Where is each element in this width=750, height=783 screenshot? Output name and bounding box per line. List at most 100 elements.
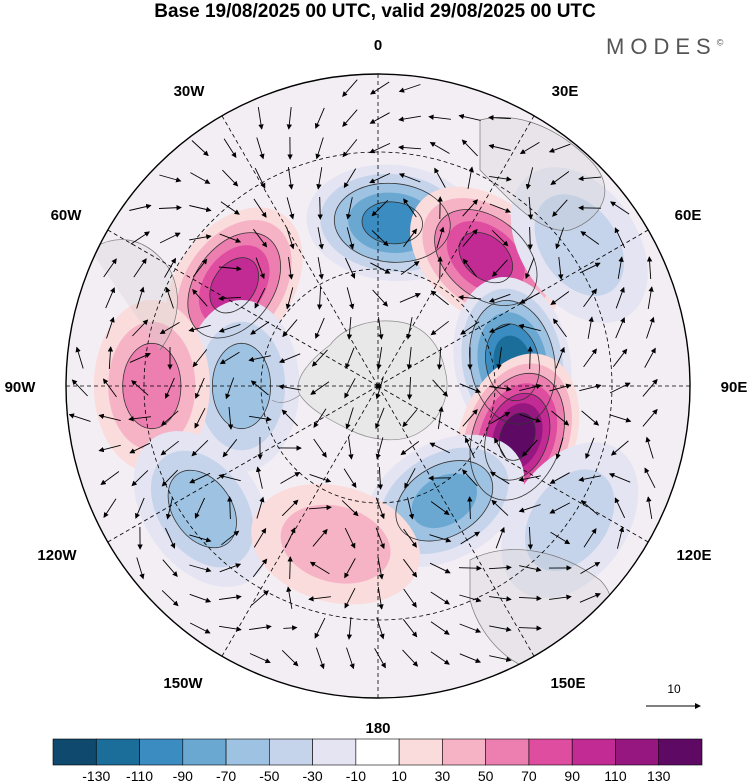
wind-vector-arrow — [313, 438, 327, 458]
wind-vector-arrow — [398, 173, 421, 183]
parallel-line — [143, 151, 613, 621]
colorbar-tick-label: 130 — [647, 768, 671, 783]
wind-vector-arrow — [527, 526, 534, 550]
wind-vector-arrow — [377, 557, 384, 580]
wind-vector-arrow — [288, 257, 294, 280]
wind-vector-arrow — [162, 559, 178, 577]
label-lon-180: 180 — [365, 720, 390, 737]
wind-vector-arrow — [219, 233, 242, 243]
wind-vector-arrow — [527, 196, 534, 220]
wind-vector-arrow — [461, 139, 478, 157]
wind-vector-arrow — [219, 563, 242, 573]
wind-vector-arrow — [100, 471, 120, 486]
wind-vector-arrow — [135, 497, 145, 519]
wind-vector-arrow — [313, 408, 327, 428]
wind-vector-arrow — [253, 228, 268, 248]
wind-vector-arrow — [403, 558, 418, 578]
wind-vector-arrow — [222, 439, 238, 458]
wind-vector-arrow — [644, 347, 656, 368]
wind-vector-arrow — [609, 414, 632, 423]
wind-vector-arrow — [250, 380, 269, 396]
contour-line — [498, 412, 536, 461]
wind-vector-arrow — [372, 289, 389, 307]
wind-vector-arrow — [287, 556, 293, 580]
wind-vector-arrow — [342, 109, 358, 127]
wind-vector-arrow — [403, 528, 417, 548]
wind-vector-arrow — [344, 558, 356, 579]
wind-vector-arrow — [194, 377, 205, 399]
anomaly-contour-fill — [280, 504, 391, 584]
wind-vector-arrow — [647, 286, 654, 309]
wind-vector-arrow — [460, 321, 480, 335]
wind-vector-arrow — [548, 143, 571, 153]
wind-vector-arrow — [348, 437, 354, 460]
wind-vector-arrow — [344, 257, 356, 279]
wind-vector-arrow — [129, 203, 152, 211]
wind-vector-arrow — [555, 437, 564, 460]
wind-vector-arrow — [344, 527, 356, 549]
wind-vector-arrow — [345, 407, 354, 430]
wind-vector-arrow — [159, 232, 181, 244]
colorbar-swatch — [269, 738, 313, 766]
wind-vector-arrow — [580, 561, 601, 574]
wind-vector-arrow — [406, 347, 412, 370]
wind-vector-arrow — [194, 497, 206, 519]
wind-vector-arrow — [489, 175, 512, 182]
label-lon-30w: 30W — [174, 83, 206, 100]
colorbar-tick-label: -130 — [82, 768, 110, 783]
map-border — [65, 73, 691, 699]
colorbar-tick-label: -30 — [302, 768, 322, 783]
wind-vector-arrow — [68, 413, 91, 422]
wind-vector-arrow — [312, 528, 328, 547]
wind-vector-arrow — [165, 497, 173, 520]
contour-lines — [122, 182, 565, 549]
label-lon-90e: 90E — [721, 379, 748, 396]
wind-vector-arrow — [403, 228, 418, 248]
wind-vector-arrow — [494, 437, 506, 458]
wind-vector-arrow — [308, 504, 332, 511]
wind-vector-arrow — [429, 534, 452, 543]
wind-vector-arrow — [311, 349, 328, 367]
wind-vector-arrow — [281, 649, 299, 667]
wind-vector-arrow — [75, 346, 84, 369]
wind-vector-arrow — [645, 436, 654, 459]
wind-vector-arrow — [488, 293, 511, 303]
wind-vector-arrow — [489, 471, 510, 485]
wind-vector-arrow — [430, 651, 450, 665]
wind-vector-arrow — [343, 168, 357, 189]
wind-vector-arrow — [133, 258, 147, 278]
wind-vector-arrow — [189, 205, 212, 213]
wind-vector-arrow — [253, 198, 267, 218]
wind-vector-arrow — [255, 257, 265, 280]
wind-vector-arrow — [646, 316, 655, 339]
wind-vector-arrow — [189, 472, 211, 484]
wind-vector-arrow — [344, 378, 356, 399]
colorbar-tick-label: -10 — [346, 768, 366, 783]
wind-vector-arrow — [458, 113, 481, 121]
colorbar-swatch — [312, 738, 357, 766]
colorbar-swatch — [442, 738, 486, 766]
wind-vector-arrow — [165, 286, 174, 309]
wind-vector-arrow — [287, 167, 294, 190]
colorbar-tick-label: 50 — [478, 768, 494, 783]
antarctic-peninsula — [271, 394, 301, 403]
wind-vector-arrow — [159, 322, 180, 335]
contour-line — [209, 257, 259, 314]
wind-vector-arrow — [459, 383, 482, 393]
wind-vector-arrow — [495, 526, 505, 549]
wind-vector-arrow — [128, 416, 151, 422]
wind-vector-arrow — [550, 171, 570, 186]
wind-vector-arrow — [527, 226, 533, 250]
wind-vector-arrow — [549, 502, 571, 514]
wind-vector-arrow — [255, 466, 263, 489]
colorbar: -130 -110 -90 -70 -50 -30 -10 10 30 50 70 90 110 130 — [52, 738, 703, 783]
wind-vector-arrow — [132, 319, 149, 337]
wind-vector-arrow — [489, 655, 512, 663]
wind-vector-arrow — [642, 408, 658, 427]
colorbar-swatch — [615, 738, 660, 766]
wind-vector-arrow — [136, 557, 145, 580]
wind-vector-arrow — [257, 107, 264, 130]
wind-vector-arrow — [254, 167, 266, 189]
wind-vector-arrow — [583, 348, 597, 368]
